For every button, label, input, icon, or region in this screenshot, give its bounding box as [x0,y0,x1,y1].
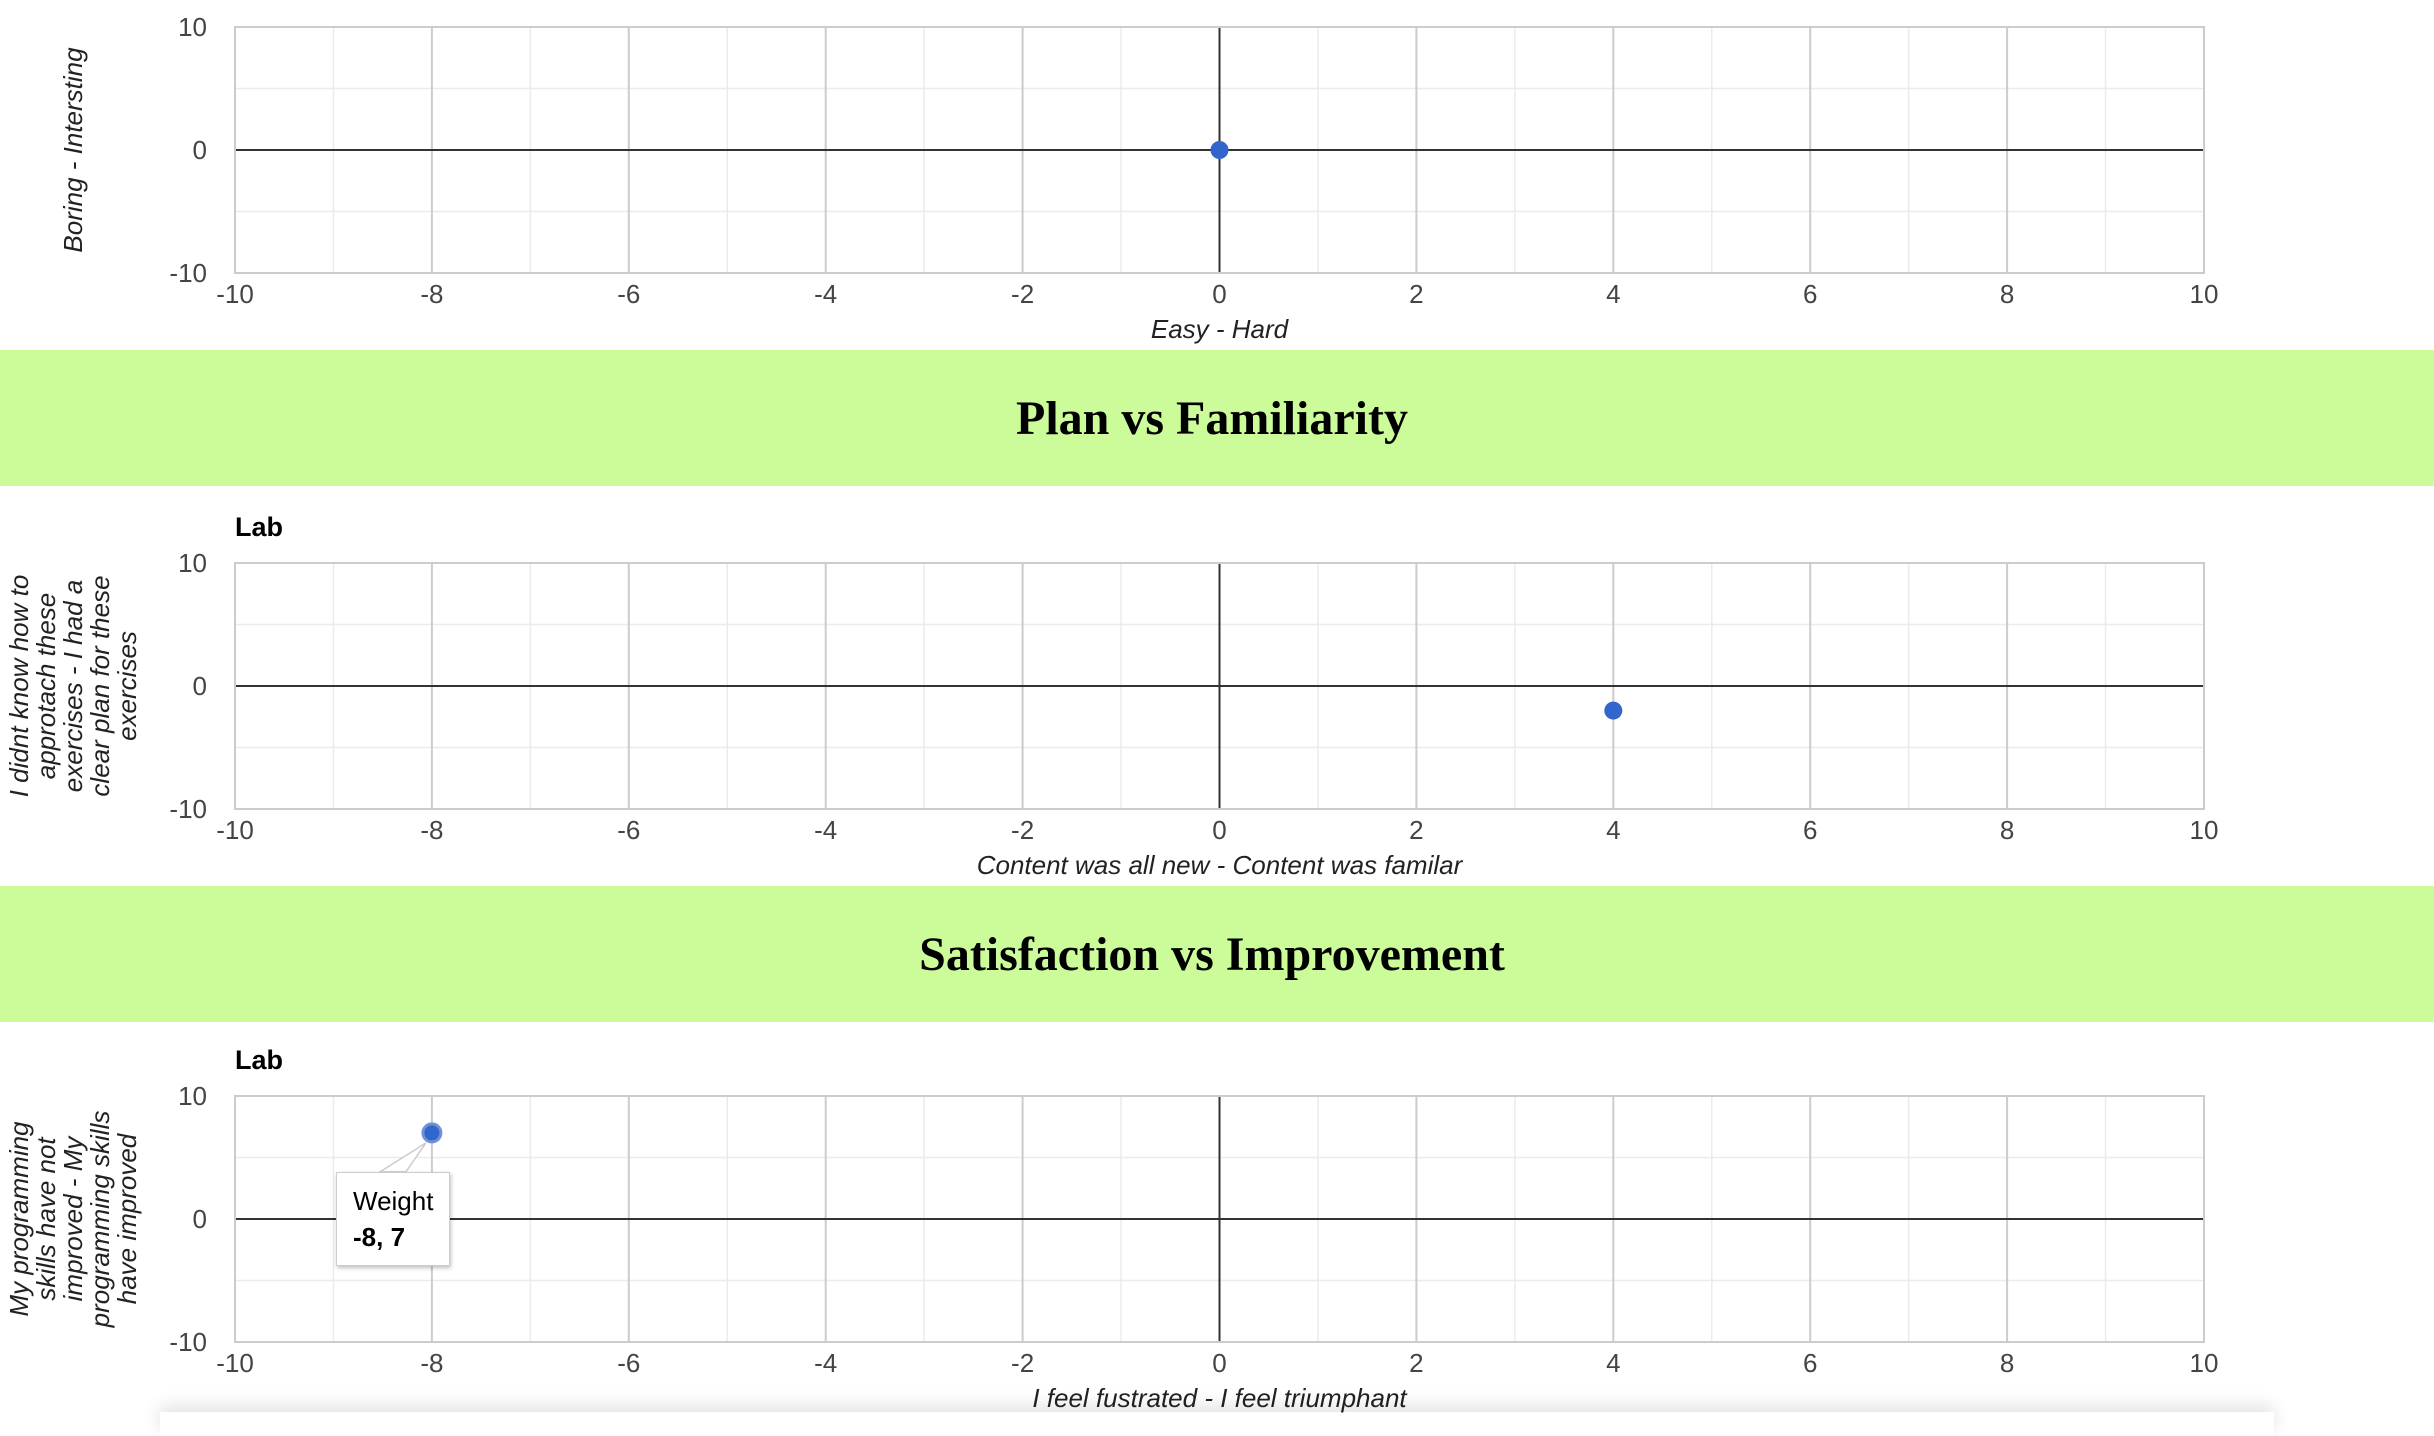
data-point [421,1122,443,1144]
data-point [1210,141,1229,159]
y-tick-label: -10 [169,258,207,288]
x-tick-label: -10 [216,1348,254,1378]
x-tick-label: 6 [1803,815,1817,845]
chart-title: Lab [235,1045,283,1075]
x-axis-title: Easy - Hard [1151,314,1290,344]
chart-satisfaction-vs-improvement: -10 -8 -6 -4 -2 0 2 4 6 8 10 10 0 -10 Lab I feel fustra… [4,1045,2219,1413]
y-axis-title-line: clear plan for these [85,575,115,796]
chart-easy-hard-vs-boring-interesting: -10 -8 -6 -4 -2 0 2 4 6 8 10 10 0 -10 Easy - Hard Borin… [58,12,2219,344]
y-tick-label: 0 [193,1204,207,1234]
x-tick-label: 0 [1212,1348,1226,1378]
tooltip-value: -8, 7 [353,1222,406,1252]
x-tick-label: 8 [2000,279,2014,309]
x-tick-label: -6 [617,279,640,309]
section-heading: Plan vs Familiarity [1016,391,1408,445]
x-tick-label: 10 [2190,815,2219,845]
x-tick-label: 0 [1212,279,1226,309]
x-tick-label: -8 [420,1348,443,1378]
chart-plan-vs-familiarity: -10 -8 -6 -4 -2 0 2 4 6 8 10 10 0 -10 Lab Content was a… [4,512,2219,880]
y-axis-title: Boring - Intersting [58,47,88,253]
x-tick-label: 6 [1803,279,1817,309]
x-tick-label: -8 [420,815,443,845]
y-axis-title-line: programming skills [85,1111,115,1329]
section-banner-satisfaction-vs-improvement: Satisfaction vs Improvement [0,886,2434,1022]
plot-border [234,562,2205,810]
y-tick-label: -10 [169,794,207,824]
y-axis-title-line: I didnt know how to [4,575,34,798]
y-tick-label: 10 [178,12,207,42]
x-tick-label: -4 [814,1348,837,1378]
x-tick-label: 4 [1606,1348,1620,1378]
data-point [1604,701,1623,720]
y-axis-title-line: Boring - Intersting [58,47,88,253]
section-banner-plan-vs-familiarity: Plan vs Familiarity [0,350,2434,486]
x-tick-label: -2 [1011,815,1034,845]
x-tick-label: 2 [1409,815,1423,845]
y-tick-label: -10 [169,1327,207,1357]
tooltip-pointer [377,1142,427,1173]
plot-border [234,26,2205,274]
x-tick-label: -6 [617,815,640,845]
x-tick-label: 2 [1409,279,1423,309]
y-axis-title-line: exercises - I had a [58,580,88,792]
x-tick-label: -6 [617,1348,640,1378]
plot-border [234,1095,2205,1343]
x-tick-label: 4 [1606,279,1620,309]
x-tick-label: -10 [216,815,254,845]
x-tick-label: 2 [1409,1348,1423,1378]
x-tick-label: 0 [1212,815,1226,845]
y-axis-title-line: have improved [112,1132,142,1304]
x-tick-label: -10 [216,279,254,309]
y-tick-label: 0 [193,135,207,165]
x-tick-label: 8 [2000,1348,2014,1378]
x-tick-label: 10 [2190,279,2219,309]
x-axis-title: I feel fustrated - I feel triumphant [1032,1383,1408,1413]
y-axis-title-line: improved - My [58,1135,88,1302]
tooltip-series-name: Weight [353,1186,434,1216]
x-tick-label: 8 [2000,815,2014,845]
y-axis-title-line: exercises [112,631,142,741]
y-tick-label: 10 [178,1081,207,1111]
y-axis-title-line: approtach these [31,593,61,779]
y-tick-label: 0 [193,671,207,701]
x-tick-label: -8 [420,279,443,309]
x-tick-label: -2 [1011,279,1034,309]
data-point-tooltip: Weight -8, 7 [336,1172,451,1266]
x-tick-label: -2 [1011,1348,1034,1378]
chart-title: Lab [235,512,283,542]
x-tick-label: 4 [1606,815,1620,845]
x-tick-label: 10 [2190,1348,2219,1378]
y-axis-title-line: skills have not [31,1136,61,1301]
x-axis-title: Content was all new - Content was famila… [977,850,1464,880]
x-tick-label: 6 [1803,1348,1817,1378]
y-axis-title-line: My programming [4,1121,34,1317]
x-tick-label: -4 [814,815,837,845]
y-tick-label: 10 [178,548,207,578]
x-tick-label: -4 [814,279,837,309]
section-heading: Satisfaction vs Improvement [919,927,1505,981]
